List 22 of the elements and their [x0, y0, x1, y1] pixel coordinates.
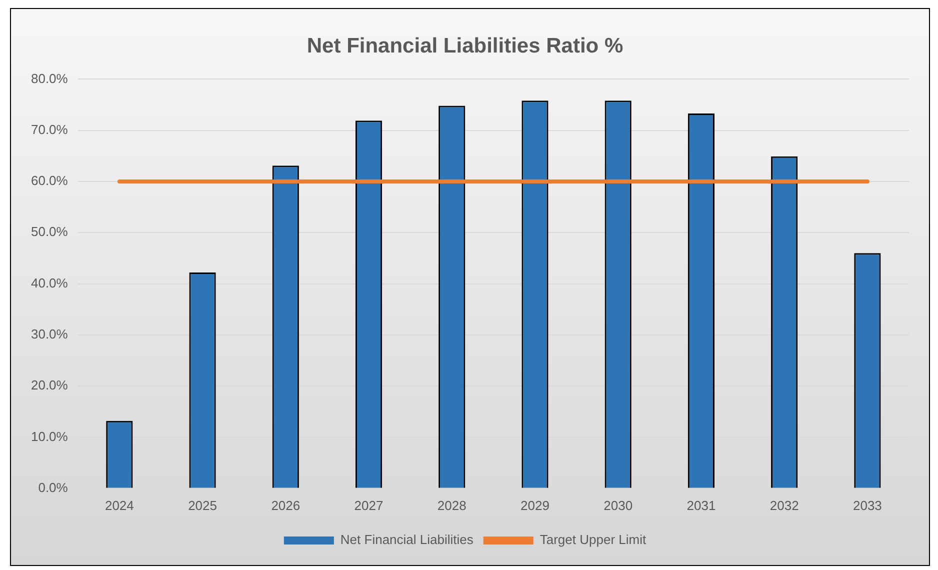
y-tick-label: 30.0%	[30, 326, 68, 342]
x-tick-label: 2024	[104, 498, 134, 513]
x-tick-label: 2029	[520, 498, 550, 513]
y-tick-label: 60.0%	[30, 173, 68, 188]
x-tick-label: 2026	[271, 498, 300, 513]
y-tick-label: 80.0%	[30, 70, 68, 86]
x-tick-label: 2030	[604, 498, 633, 513]
y-tick-label: 50.0%	[30, 224, 68, 240]
y-tick-label: 20.0%	[30, 378, 68, 393]
y-tick-label: 70.0%	[30, 122, 68, 137]
chart-title: Net Financial Liabilities Ratio %	[306, 34, 624, 58]
x-tick-label: 2027	[354, 498, 384, 513]
x-tick-label: 2033	[852, 498, 882, 513]
x-tick-label: 2025	[188, 498, 217, 513]
y-tick-label: 10.0%	[30, 428, 68, 444]
legend-label: Net Financial Liabilities	[340, 532, 474, 548]
legend-label: Target Upper Limit	[540, 532, 646, 548]
x-tick-label: 2028	[437, 498, 466, 513]
y-tick-label: 0.0%	[38, 480, 68, 495]
y-tick-label: 40.0%	[30, 275, 68, 290]
x-tick-label: 2032	[770, 498, 799, 513]
x-tick-label: 2031	[686, 498, 716, 513]
